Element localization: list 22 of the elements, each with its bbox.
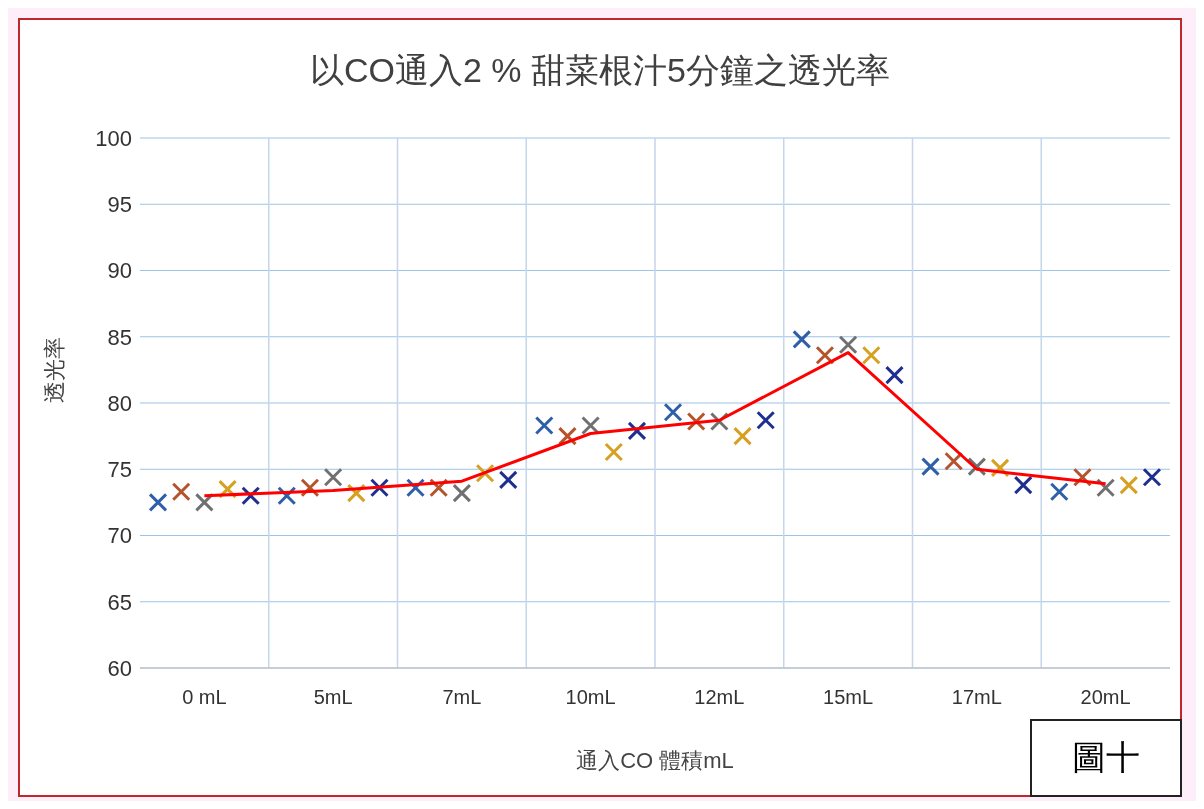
chart-title: 以CO通入2 % 甜菜根汁5分鐘之透光率 [309,50,891,91]
y-tick-label: 90 [107,258,132,284]
y-tick-label: 75 [107,457,132,483]
y-tick-label: 60 [107,655,132,681]
y-axis-title: 透光率 [41,337,67,403]
y-tick-label: 65 [107,589,132,615]
y-tick-label: 70 [107,523,132,549]
y-tick-label: 80 [107,390,132,416]
x-tick-label: 15mL [823,686,874,709]
x-tick-label: 17mL [951,686,1002,709]
x-tick-label: 7mL [442,686,482,709]
x-tick-label: 10mL [565,686,616,709]
x-axis-title: 通入CO 體積mL [576,748,734,773]
x-tick-label: 12mL [694,686,745,709]
line-series [202,351,1108,498]
y-tick-label: 100 [95,125,132,151]
x-tick-label: 20mL [1080,686,1131,709]
text: 圖十 [1030,719,1182,797]
y-tick-label: 85 [107,324,132,350]
x-tick-label: 0 mL [182,686,227,709]
y-tick-label: 95 [107,192,132,218]
x-tick-label: 5mL [313,686,353,709]
